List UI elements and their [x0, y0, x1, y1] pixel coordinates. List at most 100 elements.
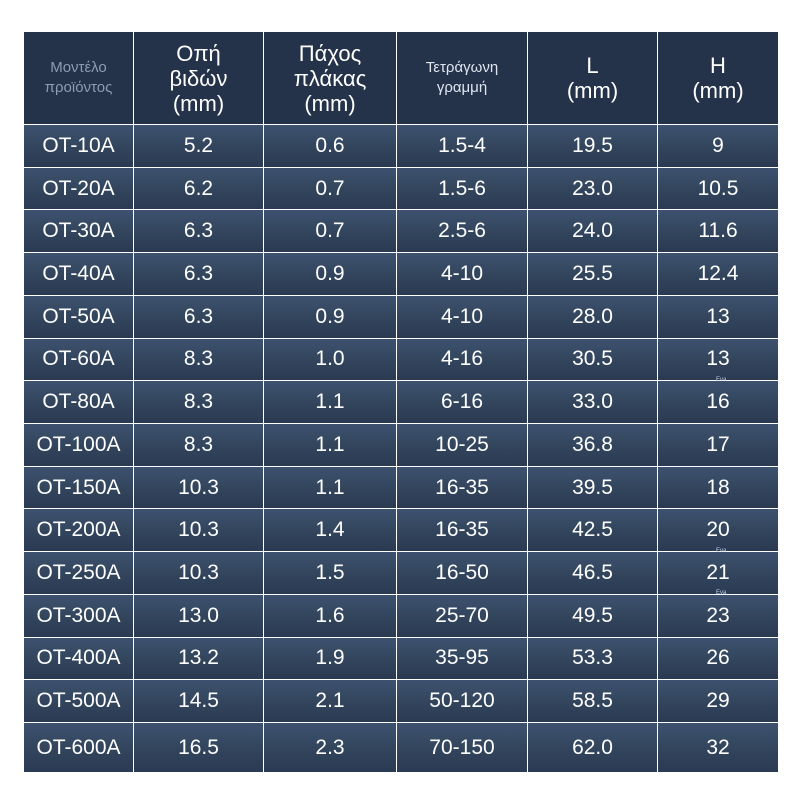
cell-square-line: 10-25	[397, 424, 528, 467]
header-plate-thickness: Πάχος πλάκας (mm)	[264, 32, 397, 125]
cell-height: 10.5	[658, 168, 778, 211]
cell-screw-hole: 6.3	[134, 210, 264, 253]
cell-length: 28.0	[528, 296, 658, 339]
watermark-text: Eva	[716, 590, 726, 596]
header-screw-hole-line: Οπή	[134, 41, 263, 66]
header-screw-hole-line: βιδών	[134, 66, 263, 91]
cell-screw-hole: 5.2	[134, 125, 264, 168]
cell-square-line: 16-50	[397, 552, 528, 595]
watermark-text: Eva	[716, 377, 726, 383]
cell-square-line: 35-95	[397, 638, 528, 681]
cell-length: 39.5	[528, 467, 658, 510]
cell-height: 13	[658, 296, 778, 339]
cell-height: 29	[658, 680, 778, 723]
cell-square-line: 6-16	[397, 381, 528, 424]
header-height-line: H	[658, 53, 778, 78]
table-row: OT-300A 13.0 1.6 25-70 49.5 23	[24, 595, 778, 638]
cell-height: 11.6	[658, 210, 778, 253]
cell-screw-hole: 14.5	[134, 680, 264, 723]
cell-model: OT-400A	[24, 638, 134, 681]
cell-screw-hole: 13.2	[134, 638, 264, 681]
cell-square-line: 25-70	[397, 595, 528, 638]
cell-plate-thickness: 2.3	[264, 723, 397, 772]
cell-length: 25.5	[528, 253, 658, 296]
cell-model: OT-200A	[24, 509, 134, 552]
cell-model: OT-250A	[24, 552, 134, 595]
cell-height: 17	[658, 424, 778, 467]
table-row: OT-500A 14.5 2.1 50-120 58.5 29	[24, 680, 778, 723]
cell-plate-thickness: 0.9	[264, 253, 397, 296]
cell-plate-thickness: 0.7	[264, 210, 397, 253]
cell-model: OT-50A	[24, 296, 134, 339]
header-square-line-line: Τετράγωνη	[397, 58, 527, 78]
cell-square-line: 4-10	[397, 253, 528, 296]
cell-plate-thickness: 1.0	[264, 339, 397, 382]
cell-square-line: 16-35	[397, 467, 528, 510]
table-row: OT-400A 13.2 1.9 35-95 53.3 26	[24, 638, 778, 681]
cell-screw-hole: 6.2	[134, 168, 264, 211]
header-screw-hole: Οπή βιδών (mm)	[134, 32, 264, 125]
table-row: OT-600A 16.5 2.3 70-150 62.0 32	[24, 723, 778, 772]
table-row: OT-20A 6.2 0.7 1.5-6 23.0 10.5	[24, 168, 778, 211]
cell-square-line: 4-10	[397, 296, 528, 339]
table-row: OT-80A 8.3 1.1 6-16 33.0 16	[24, 381, 778, 424]
cell-plate-thickness: 1.6	[264, 595, 397, 638]
cell-screw-hole: 8.3	[134, 381, 264, 424]
cell-model: OT-30A	[24, 210, 134, 253]
cell-screw-hole: 16.5	[134, 723, 264, 772]
header-length-line: (mm)	[528, 78, 657, 103]
watermark-text: Eva	[716, 548, 726, 554]
cell-screw-hole: 6.3	[134, 296, 264, 339]
cell-height: 21	[658, 552, 778, 595]
header-row: Μοντέλο προϊόντος Οπή βιδών (mm) Πάχος π…	[24, 32, 778, 125]
cell-height: 9	[658, 125, 778, 168]
table-row: OT-50A 6.3 0.9 4-10 28.0 13	[24, 296, 778, 339]
cell-length: 62.0	[528, 723, 658, 772]
header-model-line: Μοντέλο	[24, 58, 133, 78]
cell-model: OT-10A	[24, 125, 134, 168]
cell-plate-thickness: 1.5	[264, 552, 397, 595]
cell-length: 30.5	[528, 339, 658, 382]
header-model-line: προϊόντος	[24, 78, 133, 98]
cell-model: OT-100A	[24, 424, 134, 467]
cell-plate-thickness: 1.4	[264, 509, 397, 552]
table-row: OT-30A 6.3 0.7 2.5-6 24.0 11.6	[24, 210, 778, 253]
cell-plate-thickness: 2.1	[264, 680, 397, 723]
cell-length: 33.0	[528, 381, 658, 424]
table-row: OT-200A 10.3 1.4 16-35 42.5 20	[24, 509, 778, 552]
cell-screw-hole: 10.3	[134, 467, 264, 510]
cell-height: 26	[658, 638, 778, 681]
spec-table: Μοντέλο προϊόντος Οπή βιδών (mm) Πάχος π…	[24, 32, 778, 772]
cell-square-line: 70-150	[397, 723, 528, 772]
cell-height: 32	[658, 723, 778, 772]
header-plate-thickness-line: Πάχος	[264, 41, 396, 66]
cell-screw-hole: 8.3	[134, 424, 264, 467]
cell-length: 58.5	[528, 680, 658, 723]
header-length-line: L	[528, 53, 657, 78]
cell-length: 49.5	[528, 595, 658, 638]
table-row: OT-10A 5.2 0.6 1.5-4 19.5 9	[24, 125, 778, 168]
cell-model: OT-150A	[24, 467, 134, 510]
cell-height: 13	[658, 339, 778, 382]
cell-square-line: 4-16	[397, 339, 528, 382]
header-height-line: (mm)	[658, 78, 778, 103]
cell-height: 23	[658, 595, 778, 638]
cell-model: OT-600A	[24, 723, 134, 772]
header-square-line: Τετράγωνη γραμμή	[397, 32, 528, 125]
cell-square-line: 1.5-4	[397, 125, 528, 168]
cell-screw-hole: 10.3	[134, 509, 264, 552]
cell-square-line: 1.5-6	[397, 168, 528, 211]
cell-model: OT-300A	[24, 595, 134, 638]
cell-height: 16	[658, 381, 778, 424]
cell-screw-hole: 10.3	[134, 552, 264, 595]
cell-length: 19.5	[528, 125, 658, 168]
cell-model: OT-80A	[24, 381, 134, 424]
cell-length: 36.8	[528, 424, 658, 467]
header-square-line-line: γραμμή	[397, 78, 527, 98]
cell-square-line: 50-120	[397, 680, 528, 723]
cell-plate-thickness: 1.9	[264, 638, 397, 681]
cell-length: 53.3	[528, 638, 658, 681]
cell-square-line: 16-35	[397, 509, 528, 552]
table-body: OT-10A 5.2 0.6 1.5-4 19.5 9 OT-20A 6.2 0.7 1.5-6 2…	[24, 125, 778, 772]
header-length: L (mm)	[528, 32, 658, 125]
